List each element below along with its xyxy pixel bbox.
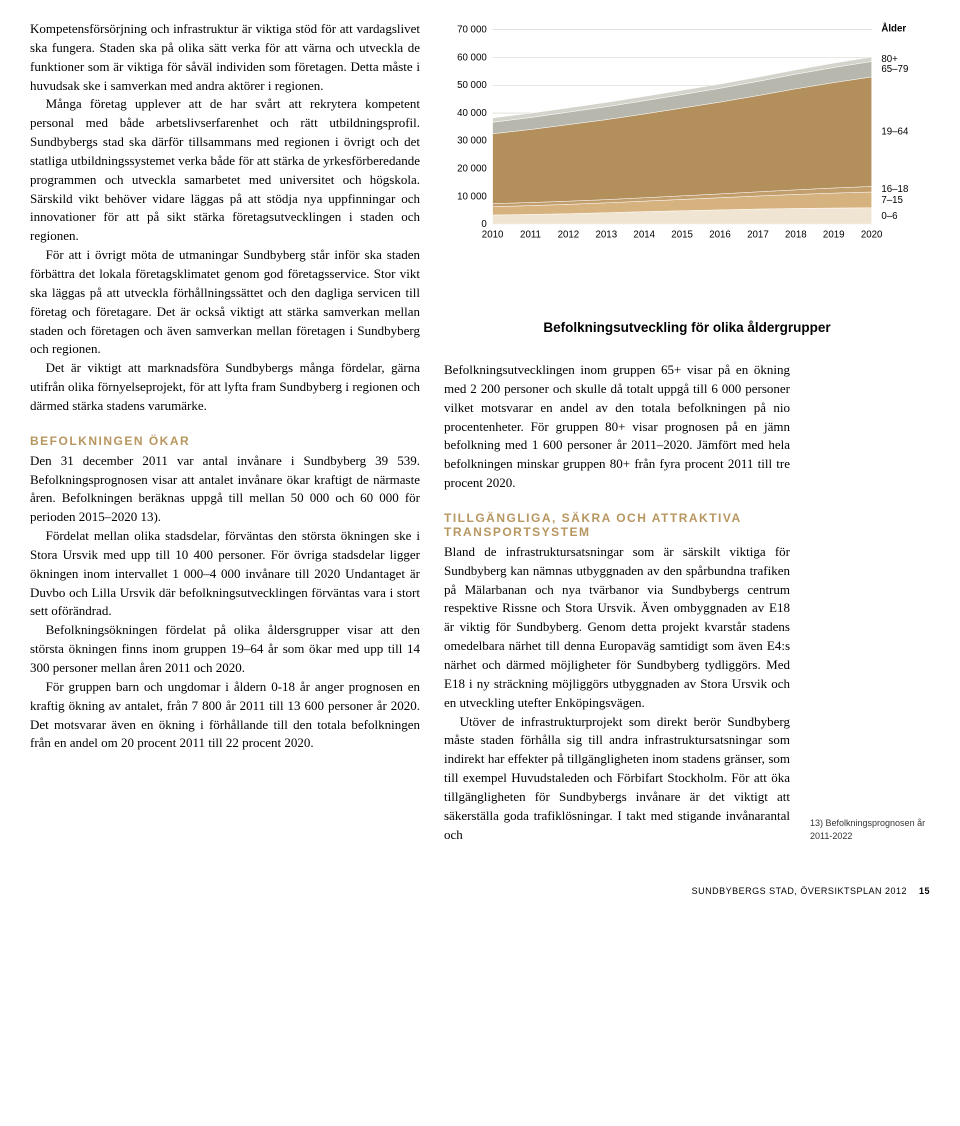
body-paragraph: För att i övrigt möta de utmaningar Sund… <box>30 246 420 359</box>
svg-text:60 000: 60 000 <box>457 52 487 63</box>
svg-text:50 000: 50 000 <box>457 80 487 91</box>
svg-text:20 000: 20 000 <box>457 163 487 174</box>
population-chart: 0 10 000 20 000 30 000 40 000 50 000 60 000 70 … <box>444 20 930 280</box>
stacked-area-chart-svg: 0 10 000 20 000 30 000 40 000 50 000 60 000 70 … <box>444 20 930 253</box>
footer-text: SUNDBYBERGS STAD, ÖVERSIKTSPLAN 2012 <box>692 886 907 896</box>
svg-text:7–15: 7–15 <box>881 195 903 206</box>
footnote-text: 13) Befolkningsprognosen år 2011-2022 <box>810 817 930 844</box>
svg-text:2020: 2020 <box>861 230 883 241</box>
svg-text:40 000: 40 000 <box>457 108 487 119</box>
body-paragraph: Befolkningsutvecklingen inom gruppen 65+… <box>444 361 790 493</box>
svg-text:2013: 2013 <box>596 230 618 241</box>
svg-text:30 000: 30 000 <box>457 136 487 147</box>
body-paragraph: Fördelat mellan olika stadsdelar, förvän… <box>30 527 420 621</box>
svg-text:2012: 2012 <box>558 230 580 241</box>
svg-text:19–64: 19–64 <box>881 127 909 138</box>
page-footer: SUNDBYBERGS STAD, ÖVERSIKTSPLAN 2012 15 <box>30 886 930 896</box>
svg-text:65–79: 65–79 <box>881 64 908 75</box>
body-paragraph: För gruppen barn och ungdomar i åldern 0… <box>30 678 420 753</box>
svg-text:2017: 2017 <box>747 230 769 241</box>
svg-text:0: 0 <box>481 219 487 230</box>
svg-text:2010: 2010 <box>482 230 504 241</box>
page-number: 15 <box>919 886 930 896</box>
page-layout: Kompetensförsörjning och infrastruktur ä… <box>30 20 930 844</box>
section-heading-transport: TILLGÄNGLIGA, SÄKRA OCH ATTRAKTIVA TRANS… <box>444 511 790 539</box>
svg-text:16–18: 16–18 <box>881 184 908 195</box>
svg-text:2015: 2015 <box>671 230 693 241</box>
svg-text:0–6: 0–6 <box>881 211 897 222</box>
chart-caption: Befolkningsutveckling för olika åldergru… <box>444 320 930 335</box>
right-text-column: Befolkningsutvecklingen inom gruppen 65+… <box>444 361 790 844</box>
svg-text:2016: 2016 <box>709 230 731 241</box>
svg-text:2011: 2011 <box>520 230 541 241</box>
body-paragraph: Många företag upplever att de har svårt … <box>30 95 420 246</box>
right-column: 0 10 000 20 000 30 000 40 000 50 000 60 000 70 … <box>444 20 930 844</box>
body-paragraph: Befolkningsökningen fördelat på olika ål… <box>30 621 420 678</box>
left-column: Kompetensförsörjning och infrastruktur ä… <box>30 20 420 844</box>
body-paragraph: Den 31 december 2011 var antal invånare … <box>30 452 420 527</box>
body-paragraph: Utöver de infrastrukturprojekt som direk… <box>444 713 790 845</box>
svg-text:10 000: 10 000 <box>457 191 487 202</box>
svg-text:80+: 80+ <box>881 54 898 65</box>
footnote-column: 13) Befolkningsprognosen år 2011-2022 <box>810 361 930 844</box>
section-heading-population: BEFOLKNINGEN ÖKAR <box>30 434 420 448</box>
body-paragraph: Kompetensförsörjning och infrastruktur ä… <box>30 20 420 95</box>
svg-text:70 000: 70 000 <box>457 25 487 36</box>
body-paragraph: Bland de infrastruktursatsningar som är … <box>444 543 790 713</box>
svg-text:2014: 2014 <box>633 230 655 241</box>
svg-text:2019: 2019 <box>823 230 845 241</box>
svg-text:2018: 2018 <box>785 230 807 241</box>
svg-text:Ålder: Ålder <box>881 24 906 35</box>
body-paragraph: Det är viktigt att marknadsföra Sundbybe… <box>30 359 420 416</box>
